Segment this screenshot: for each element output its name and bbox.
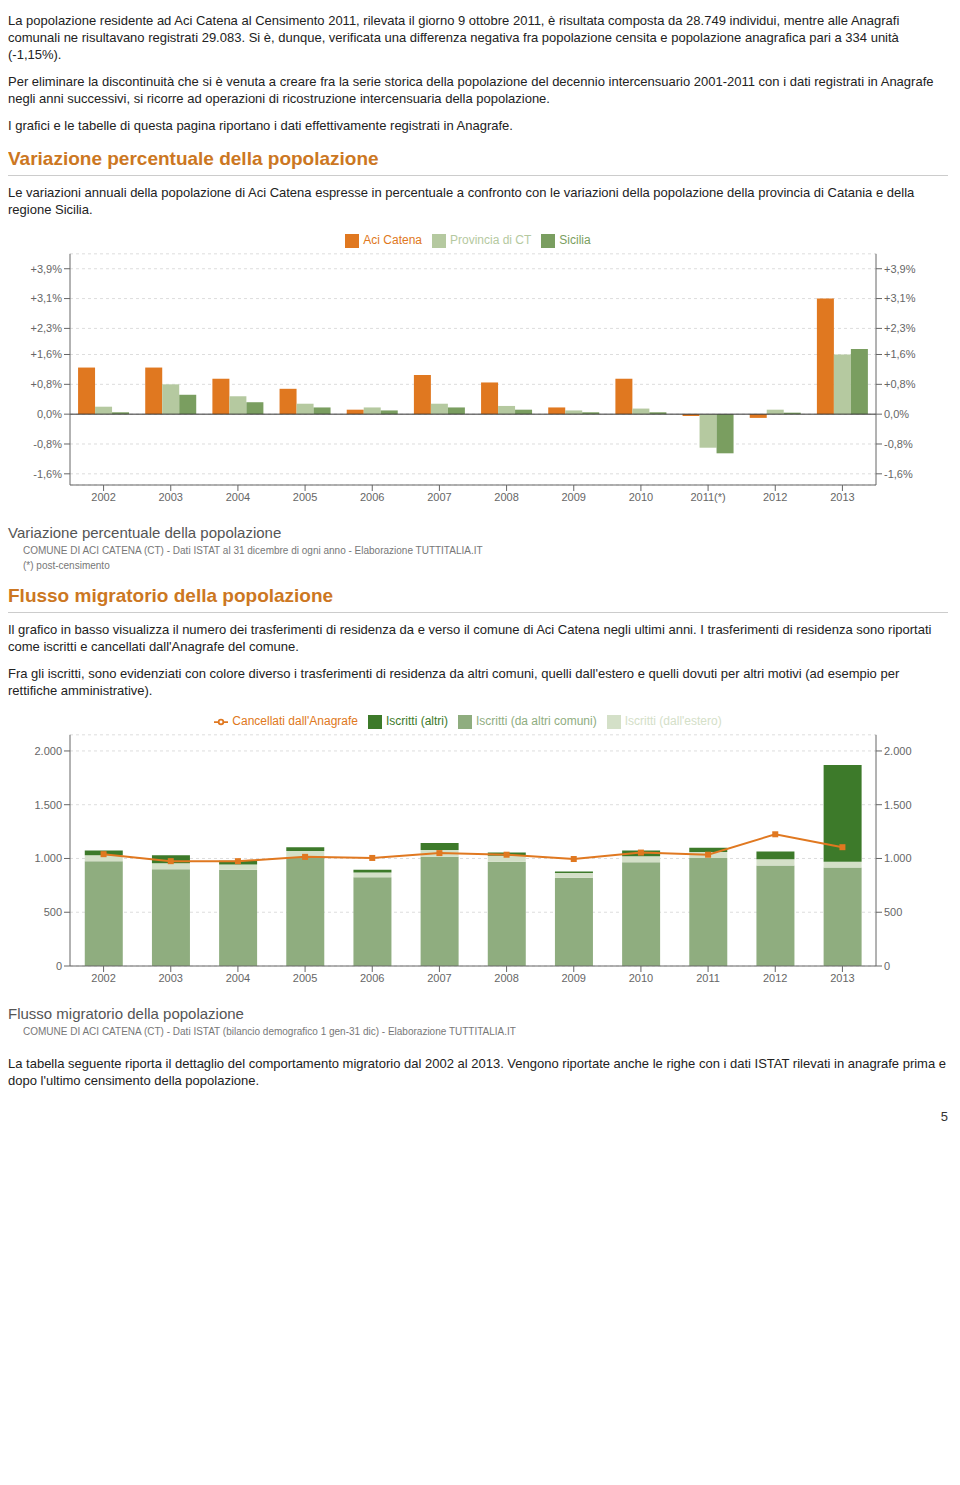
svg-text:+2,3%: +2,3% <box>31 322 63 334</box>
html-text:Iscritti (da altri comuni): Iscritti (da altri comuni) <box>476 714 597 728</box>
svg-text:1.500: 1.500 <box>34 799 62 811</box>
svg-text:+1,6%: +1,6% <box>884 348 916 360</box>
svg-text:+0,8%: +0,8% <box>31 378 63 390</box>
html-text:(*) post-censimento: (*) post-censimento <box>23 560 110 571</box>
svg-text:500: 500 <box>44 906 62 918</box>
html-text:La popolazione residente ad Ac: La popolazione residente ad Aci Catena a… <box>8 13 900 62</box>
svg-text:1.500: 1.500 <box>884 799 912 811</box>
svg-text:+1,6%: +1,6% <box>31 348 63 360</box>
svg-text:+3,1%: +3,1% <box>31 292 63 304</box>
html-text:Per eliminare la discontinuità: Per eliminare la discontinuità che si è … <box>8 74 934 106</box>
html-text:Il grafico in basso visualizza: Il grafico in basso visualizza il numero… <box>8 622 932 654</box>
svg-text:+0,8%: +0,8% <box>884 378 916 390</box>
svg-text:500: 500 <box>884 906 902 918</box>
svg-text:0: 0 <box>56 960 62 972</box>
html-text:La tabella seguente riporta il: La tabella seguente riporta il dettaglio… <box>8 1056 946 1088</box>
svg-text:0,0%: 0,0% <box>37 408 62 420</box>
svg-text:+2,3%: +2,3% <box>884 322 916 334</box>
svg-text:2006: 2006 <box>360 972 384 984</box>
svg-text:-1,6%: -1,6% <box>884 468 913 480</box>
svg-text:2011: 2011 <box>696 972 720 984</box>
svg-text:2007: 2007 <box>427 491 451 503</box>
svg-text:+3,9%: +3,9% <box>31 263 63 275</box>
html-text:COMUNE DI ACI CATENA (CT) - Da: COMUNE DI ACI CATENA (CT) - Dati ISTAT (… <box>23 1026 516 1037</box>
svg-text:2012: 2012 <box>763 491 787 503</box>
svg-text:2005: 2005 <box>293 972 317 984</box>
svg-text:2009: 2009 <box>562 972 586 984</box>
html-text:Flusso migratorio della popola: Flusso migratorio della popolazione <box>8 1005 244 1022</box>
svg-text:1.000: 1.000 <box>884 852 912 864</box>
html-text:Variazione percentuale della p: Variazione percentuale della popolazione <box>8 524 282 541</box>
svg-text:-0,8%: -0,8% <box>884 438 913 450</box>
svg-text:-0,8%: -0,8% <box>33 438 62 450</box>
svg-text:2002: 2002 <box>91 972 115 984</box>
svg-text:0: 0 <box>884 960 890 972</box>
svg-text:2012: 2012 <box>763 972 787 984</box>
svg-text:2010: 2010 <box>629 491 653 503</box>
svg-text:2013: 2013 <box>830 491 854 503</box>
svg-text:2009: 2009 <box>562 491 586 503</box>
svg-text:2013: 2013 <box>830 972 854 984</box>
html-text:Flusso migratorio della popola: Flusso migratorio della popolazione <box>8 585 334 606</box>
svg-text:2006: 2006 <box>360 491 384 503</box>
svg-text:0,0%: 0,0% <box>884 408 909 420</box>
html-text:COMUNE DI ACI CATENA (CT) - Da: COMUNE DI ACI CATENA (CT) - Dati ISTAT a… <box>23 545 483 556</box>
svg-text:2008: 2008 <box>494 972 518 984</box>
svg-text:2010: 2010 <box>629 972 653 984</box>
svg-text:2003: 2003 <box>159 491 183 503</box>
html-text:5: 5 <box>940 1109 948 1124</box>
svg-text:2004: 2004 <box>226 972 250 984</box>
svg-text:2003: 2003 <box>159 972 183 984</box>
html-text:Cancellati dall'Anagrafe: Cancellati dall'Anagrafe <box>232 714 358 728</box>
svg-text:2002: 2002 <box>91 491 115 503</box>
html-text:Iscritti (dall'estero): Iscritti (dall'estero) <box>624 714 722 728</box>
svg-text:2007: 2007 <box>427 972 451 984</box>
svg-text:2005: 2005 <box>293 491 317 503</box>
html-text:Fra gli iscritti, sono evidenz: Fra gli iscritti, sono evidenziati con c… <box>8 666 900 698</box>
svg-text:-1,6%: -1,6% <box>33 468 62 480</box>
html-text:Aci Catena: Aci Catena <box>363 233 422 247</box>
svg-text:2.000: 2.000 <box>884 745 912 757</box>
svg-text:2008: 2008 <box>494 491 518 503</box>
html-text:I grafici e le tabelle di ques: I grafici e le tabelle di questa pagina … <box>8 118 513 133</box>
svg-text:+3,1%: +3,1% <box>884 292 916 304</box>
svg-text:2.000: 2.000 <box>34 745 62 757</box>
html-text:Sicilia: Sicilia <box>559 233 591 247</box>
svg-text:1.000: 1.000 <box>34 852 62 864</box>
html-text:Le variazioni annuali della po: Le variazioni annuali della popolazione … <box>8 185 915 217</box>
html-text:Iscritti (altri): Iscritti (altri) <box>386 714 448 728</box>
svg-text:2004: 2004 <box>226 491 250 503</box>
html-text:Provincia di CT: Provincia di CT <box>450 233 532 247</box>
svg-text:+3,9%: +3,9% <box>884 263 916 275</box>
html-text:Variazione percentuale della p: Variazione percentuale della popolazione <box>8 148 379 169</box>
svg-text:2011(*): 2011(*) <box>690 491 725 503</box>
